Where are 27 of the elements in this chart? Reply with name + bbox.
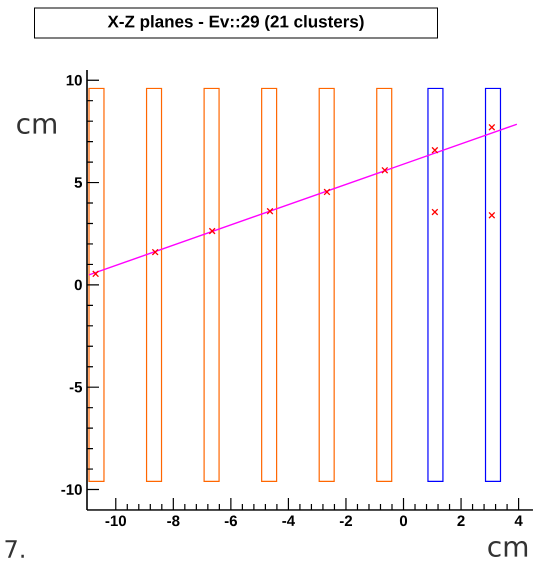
- point: [488, 212, 496, 219]
- x-tick-label: 4: [514, 516, 523, 526]
- y-tick-label: 0: [74, 280, 82, 290]
- x-axis-title: cm: [488, 540, 528, 558]
- point: [92, 270, 100, 278]
- y-tick-label: -5: [70, 382, 82, 392]
- y-tick-label: 10: [66, 74, 82, 86]
- text: 7.: [6, 540, 24, 558]
- y-tick-label: 5: [74, 177, 82, 188]
- x-tick-label: -2: [340, 516, 352, 526]
- x-tick-label: -8: [167, 516, 180, 526]
- point: [381, 166, 388, 174]
- chart-title: X-Z planes - Ev::29 (21 clusters): [108, 15, 364, 31]
- y-tick-label: -10: [61, 484, 82, 495]
- point: [431, 208, 438, 216]
- point: [488, 124, 496, 131]
- x-tick-label: 0: [400, 516, 408, 526]
- x-tick-label: -4: [282, 516, 296, 526]
- point: [152, 248, 159, 256]
- x-tick-label: -10: [106, 516, 126, 526]
- point: [431, 146, 438, 154]
- x-tick-label: 2: [457, 516, 465, 526]
- point: [323, 188, 330, 196]
- x-tick-label: -6: [224, 516, 237, 526]
- point: [266, 208, 274, 215]
- y-axis-title: cm: [17, 118, 56, 134]
- point: [208, 228, 216, 235]
